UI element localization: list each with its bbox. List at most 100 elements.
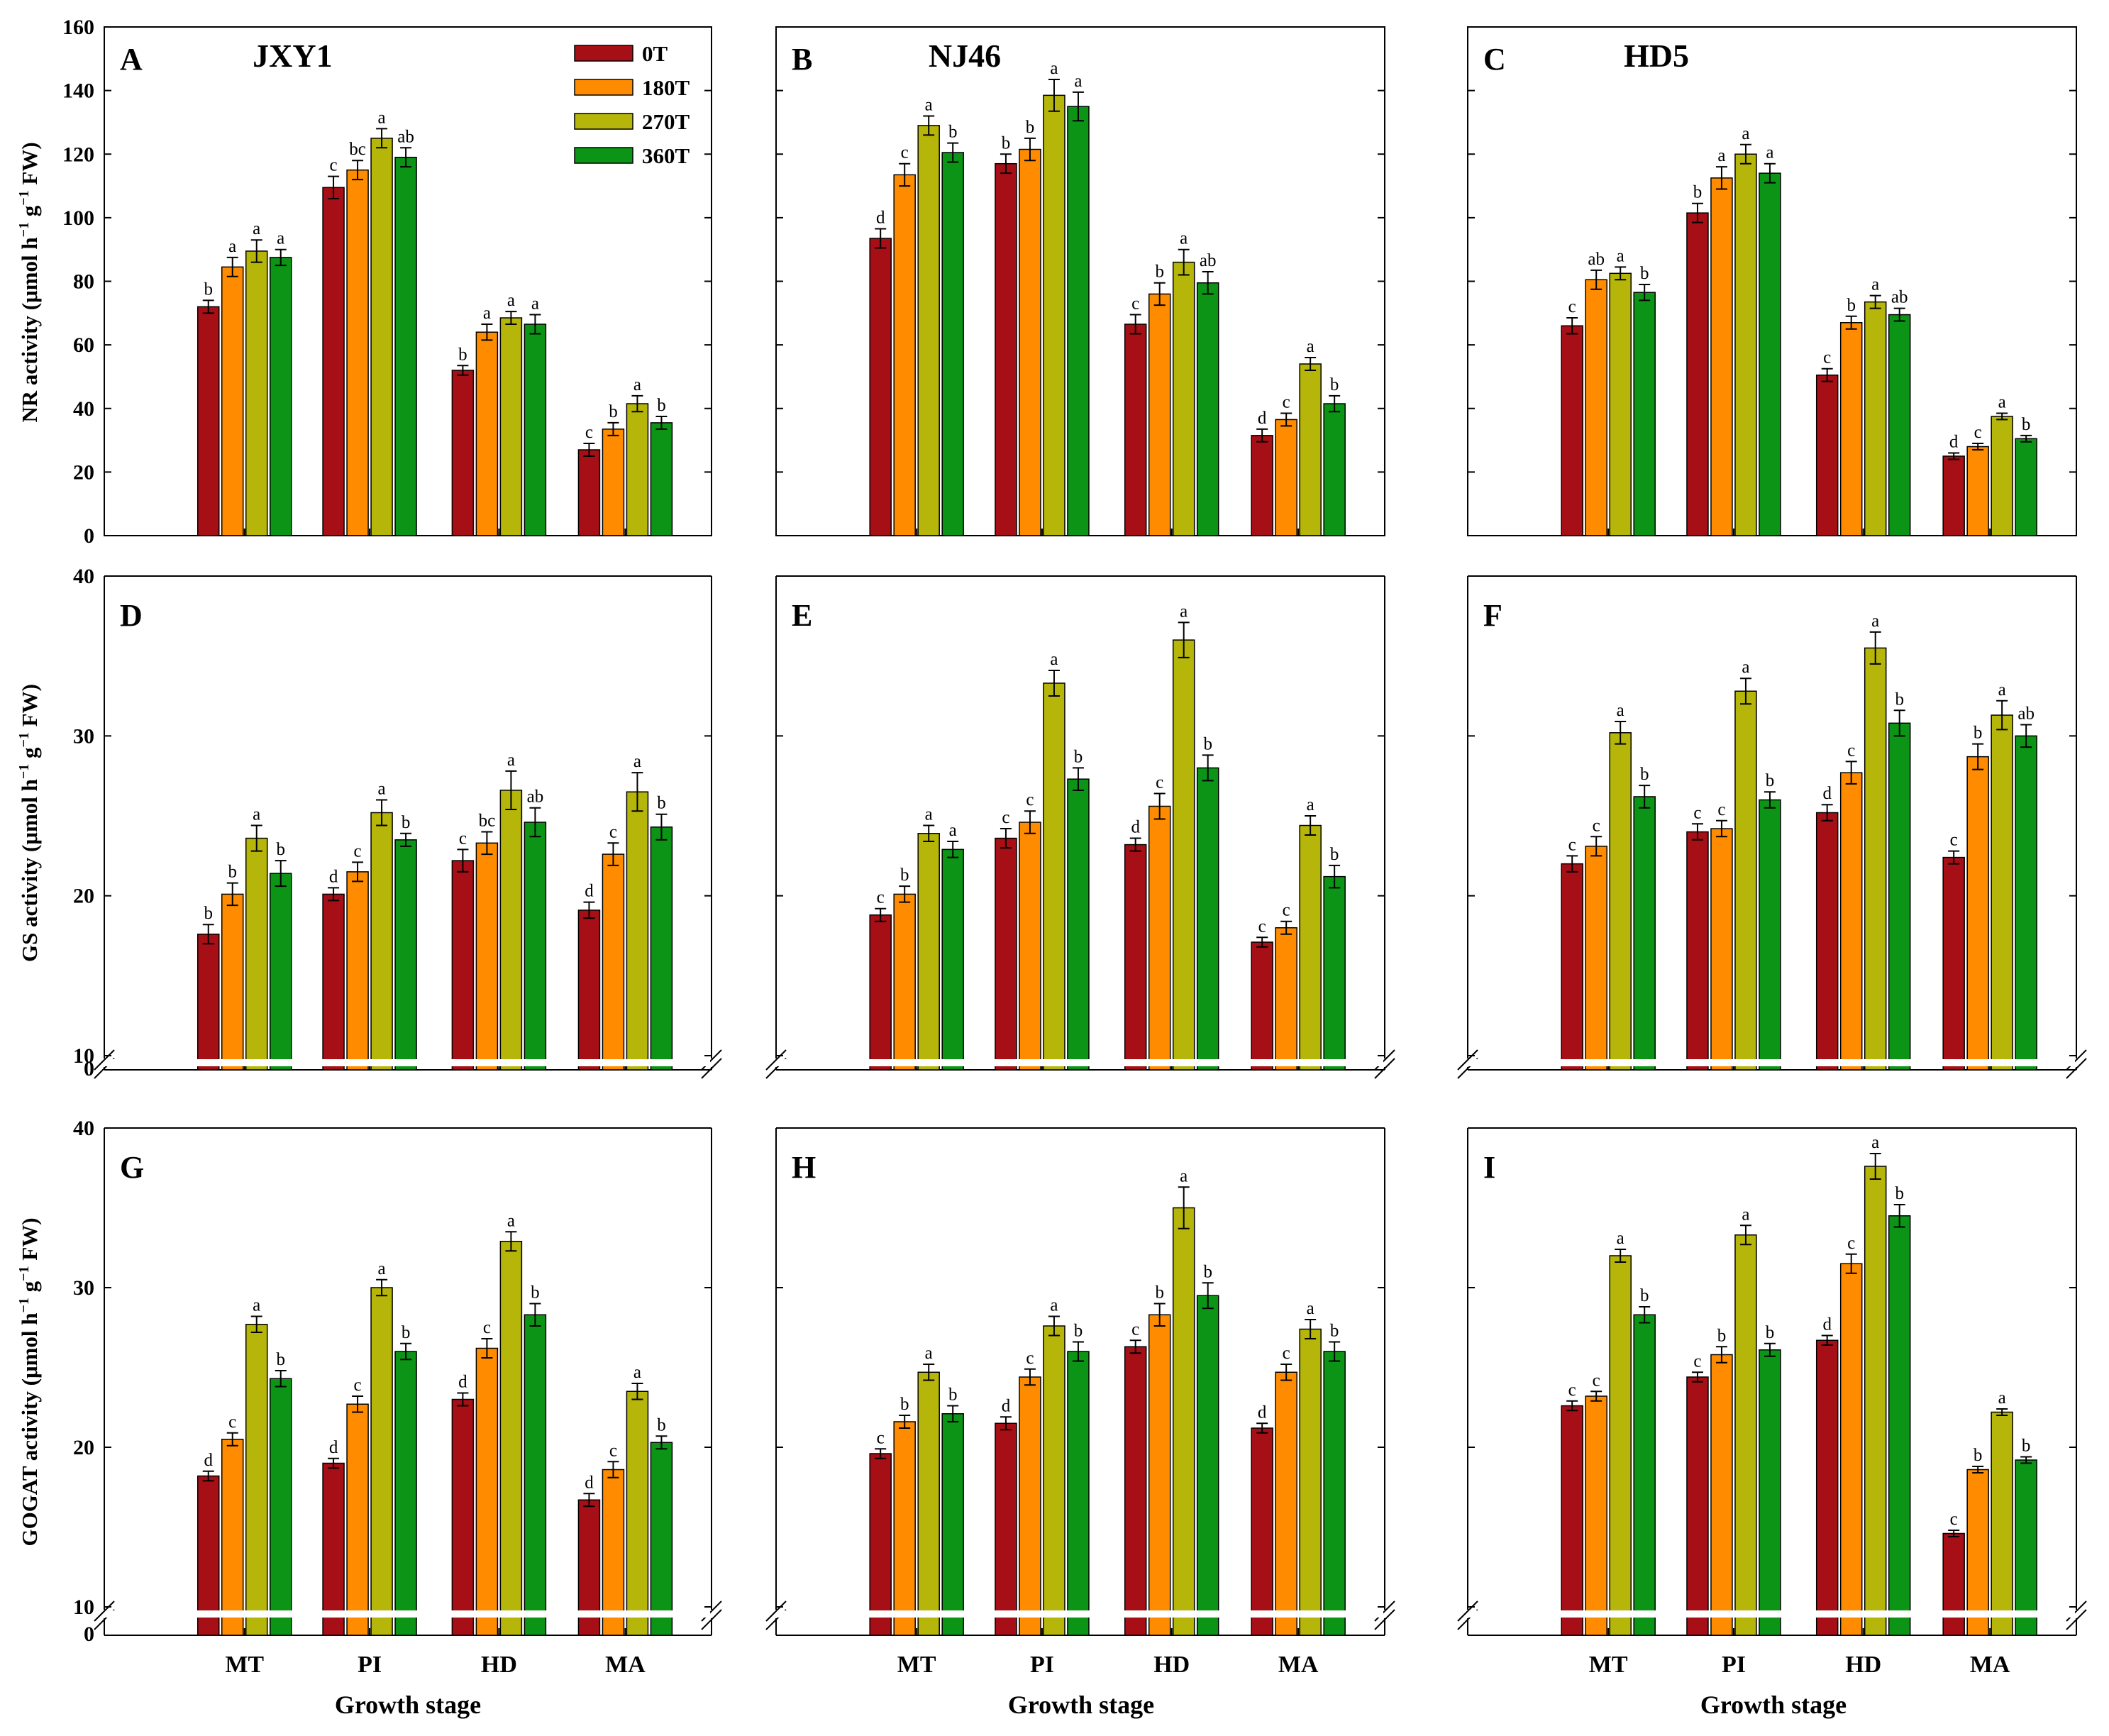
significance-letter: a <box>1998 680 2006 700</box>
significance-letter: c <box>354 1376 362 1395</box>
bar <box>269 257 292 536</box>
significance-letter: ab <box>1588 250 1605 269</box>
panel-letter: F <box>1483 598 1502 633</box>
bar <box>893 1421 916 1636</box>
bar <box>1815 1339 1839 1636</box>
x-tick-label: MT <box>897 1652 936 1678</box>
bar <box>499 790 523 1071</box>
significance-letter: c <box>1283 901 1290 920</box>
significance-letter: a <box>925 1344 933 1363</box>
bar <box>346 871 369 1071</box>
bar <box>245 250 268 536</box>
bar <box>524 1314 547 1636</box>
significance-letter: b <box>900 866 909 885</box>
significance-letter: a <box>633 1363 641 1382</box>
bar <box>917 125 940 536</box>
bar <box>1966 756 1989 1071</box>
bar <box>577 449 601 536</box>
bar <box>1839 1263 1863 1636</box>
axis-break-mark <box>94 1600 115 1622</box>
significance-letter: c <box>1823 348 1831 367</box>
significance-letter: c <box>1258 917 1266 936</box>
bar <box>941 848 964 1071</box>
x-tick-label: MT <box>225 1652 264 1678</box>
significance-letter: a <box>1766 143 1773 162</box>
panel-a: 020406080100120140160bcbcabcabaaaaaababA… <box>62 16 712 548</box>
bar <box>394 839 417 1071</box>
significance-letter: c <box>1568 1381 1576 1400</box>
axis-break-gap <box>106 1610 710 1618</box>
bar <box>1888 1215 1911 1636</box>
significance-letter: c <box>1693 1351 1701 1371</box>
significance-letter: d <box>585 1473 594 1492</box>
y-tick-label: 100 <box>62 206 94 230</box>
bar <box>1734 153 1757 536</box>
significance-letter: ab <box>2017 704 2035 724</box>
significance-letter: a <box>1617 1229 1624 1248</box>
bar <box>2015 438 2037 536</box>
significance-letter: b <box>1974 1446 1983 1465</box>
bar <box>1609 272 1632 536</box>
bar <box>1864 1166 1887 1636</box>
significance-letter: c <box>1693 803 1701 822</box>
bar <box>1633 292 1656 536</box>
significance-letter: a <box>925 805 933 824</box>
significance-letter: d <box>1258 1403 1267 1422</box>
bar <box>1251 435 1273 536</box>
legend-label: 180T <box>642 75 690 100</box>
bar <box>869 238 892 536</box>
panel-letter: C <box>1483 42 1506 77</box>
x-tick-label: HD <box>1153 1652 1190 1678</box>
axis-break-mark <box>701 1600 722 1622</box>
bar <box>1759 799 1781 1071</box>
y-tick-label: 20 <box>73 1436 94 1459</box>
bar <box>1043 94 1065 536</box>
y-tick-label: 10 <box>73 1044 94 1068</box>
significance-letter: b <box>1640 264 1649 283</box>
bar <box>370 1287 393 1636</box>
panel-title: JXY1 <box>253 38 332 74</box>
bar <box>1585 1395 1607 1636</box>
significance-letter: c <box>877 888 885 907</box>
bar <box>1839 772 1863 1071</box>
significance-letter: a <box>1180 602 1188 621</box>
y-tick-label: 40 <box>73 1117 94 1140</box>
significance-letter: a <box>1998 1388 2006 1408</box>
x-axis-title-col1: Growth stage <box>335 1691 481 1719</box>
significance-letter: b <box>1717 1326 1727 1345</box>
legend-swatch <box>574 147 633 164</box>
bar <box>1196 767 1219 1071</box>
panel-letter: G <box>120 1150 144 1185</box>
significance-letter: b <box>1766 771 1775 790</box>
significance-letter: a <box>1307 795 1314 814</box>
bar <box>524 822 547 1071</box>
significance-letter: c <box>1156 773 1163 792</box>
bar <box>995 162 1017 536</box>
significance-letter: b <box>276 1350 285 1369</box>
y-tick-label: 60 <box>73 333 94 357</box>
bar <box>1299 1328 1322 1636</box>
bar <box>869 1453 892 1636</box>
bar <box>1734 690 1757 1071</box>
bar <box>1124 844 1147 1071</box>
bar <box>1148 1314 1171 1636</box>
significance-letter: b <box>1074 1322 1083 1341</box>
significance-letter: b <box>1766 1323 1775 1342</box>
y-tick-label: 140 <box>62 79 94 103</box>
significance-letter: a <box>1717 146 1725 165</box>
bar <box>370 812 393 1071</box>
axis-break-mark <box>1374 1049 1395 1071</box>
bar <box>1148 293 1171 536</box>
bar <box>1686 1376 1709 1636</box>
bar <box>1251 1427 1273 1636</box>
significance-letter: a <box>1742 1205 1749 1224</box>
bar <box>1710 1354 1733 1636</box>
significance-letter: b <box>1002 133 1011 153</box>
significance-letter: c <box>354 841 362 861</box>
bar <box>1686 212 1709 536</box>
axis-break-mark <box>2066 1049 2087 1071</box>
significance-letter: a <box>1307 1299 1314 1318</box>
bar <box>394 156 417 536</box>
bar <box>1966 446 1989 536</box>
